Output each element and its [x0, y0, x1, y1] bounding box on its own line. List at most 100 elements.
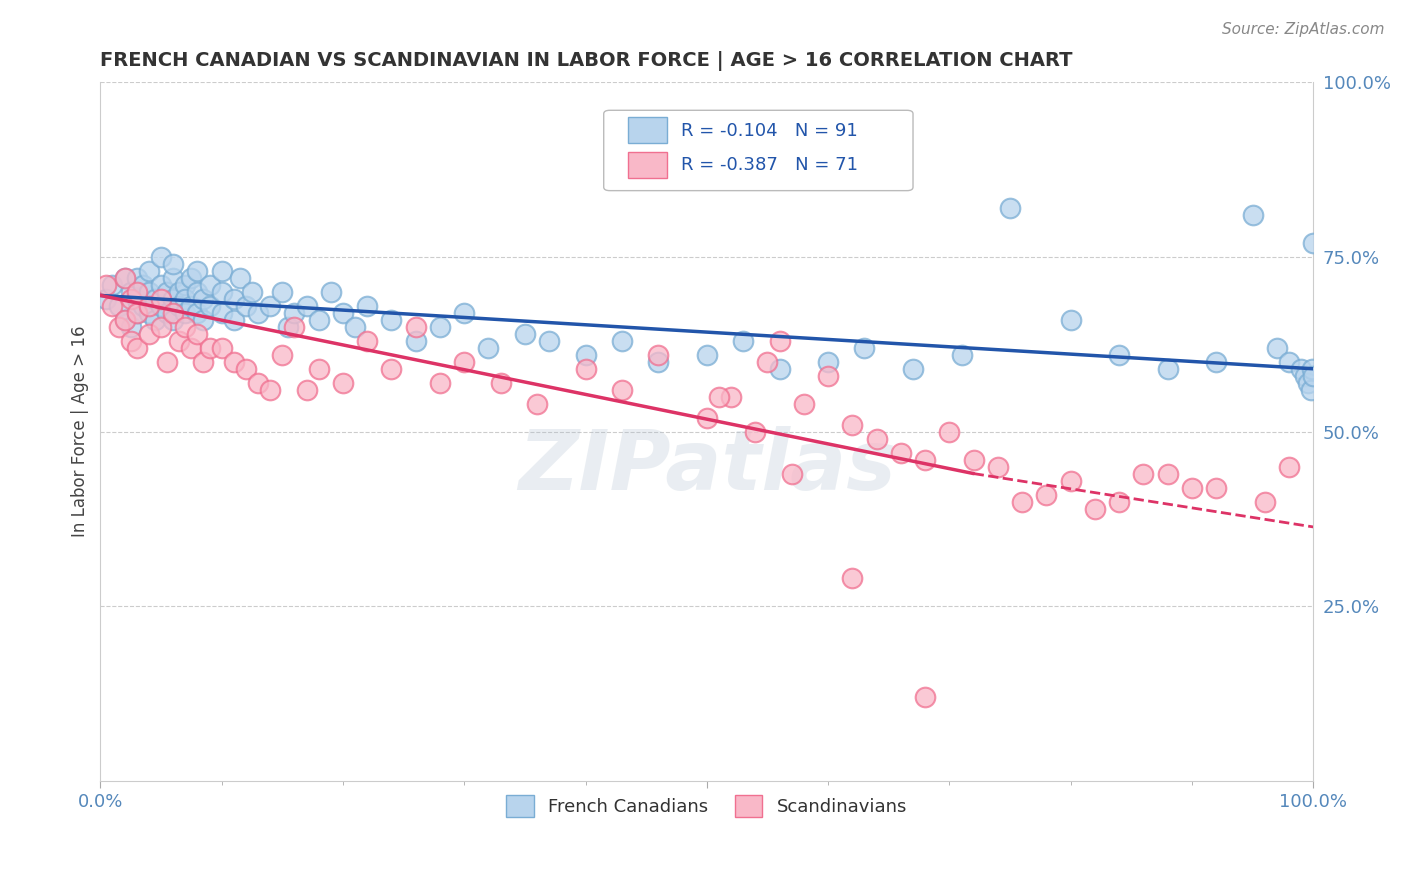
Point [198, 299, 221, 313]
Point [247, 306, 270, 320]
Point [1278, 459, 1301, 474]
Y-axis label: In Labor Force | Age > 16: In Labor Force | Age > 16 [72, 326, 89, 537]
Point [538, 334, 561, 348]
Point [733, 334, 755, 348]
Point [1294, 368, 1316, 383]
Point [453, 355, 475, 369]
Point [308, 361, 330, 376]
Point [107, 319, 129, 334]
Point [1060, 474, 1083, 488]
Point [914, 452, 936, 467]
Point [696, 410, 718, 425]
Point [756, 355, 779, 369]
Point [1205, 481, 1227, 495]
Point [610, 383, 633, 397]
Point [1108, 494, 1130, 508]
Point [167, 334, 190, 348]
Point [211, 306, 233, 320]
Point [101, 277, 124, 292]
Point [120, 292, 142, 306]
Point [938, 425, 960, 439]
Point [1108, 348, 1130, 362]
Point [1299, 383, 1322, 397]
Point [610, 334, 633, 348]
Point [125, 285, 148, 299]
Point [180, 341, 202, 355]
Point [96, 277, 118, 292]
Point [489, 376, 512, 390]
Point [477, 341, 499, 355]
Point [198, 341, 221, 355]
Point [890, 445, 912, 459]
Point [132, 299, 155, 313]
Point [841, 571, 863, 585]
Point [817, 368, 839, 383]
Point [150, 319, 173, 334]
Point [283, 306, 305, 320]
Point [841, 417, 863, 432]
Point [793, 397, 815, 411]
Point [319, 285, 342, 299]
Point [987, 459, 1010, 474]
Point [198, 277, 221, 292]
Point [174, 277, 197, 292]
Point [332, 376, 354, 390]
Point [143, 292, 166, 306]
Text: FRENCH CANADIAN VS SCANDINAVIAN IN LABOR FORCE | AGE > 16 CORRELATION CHART: FRENCH CANADIAN VS SCANDINAVIAN IN LABOR… [100, 51, 1073, 70]
Point [429, 376, 451, 390]
Point [295, 299, 318, 313]
Point [174, 292, 197, 306]
Point [235, 299, 257, 313]
Point [1289, 361, 1312, 376]
Point [132, 277, 155, 292]
Point [138, 264, 160, 278]
Point [271, 348, 294, 362]
Point [186, 264, 208, 278]
Point [138, 306, 160, 320]
Point [513, 326, 536, 341]
Point [647, 348, 669, 362]
Point [901, 361, 924, 376]
Point [125, 271, 148, 285]
Point [707, 390, 730, 404]
Point [914, 690, 936, 705]
Point [150, 250, 173, 264]
Point [696, 348, 718, 362]
Point [138, 326, 160, 341]
Point [277, 319, 299, 334]
Legend: French Canadians, Scandinavians: French Canadians, Scandinavians [499, 788, 914, 824]
Point [574, 361, 596, 376]
Point [114, 271, 136, 285]
Point [259, 299, 281, 313]
Point [1181, 481, 1204, 495]
Point [1265, 341, 1288, 355]
Text: Source: ZipAtlas.com: Source: ZipAtlas.com [1222, 22, 1385, 37]
Text: ZIPatlas: ZIPatlas [517, 426, 896, 508]
Point [283, 319, 305, 334]
Point [193, 313, 215, 327]
Point [429, 319, 451, 334]
Point [222, 292, 245, 306]
Point [193, 292, 215, 306]
Point [167, 285, 190, 299]
Point [114, 271, 136, 285]
Point [125, 306, 148, 320]
Point [1254, 494, 1277, 508]
Point [405, 319, 427, 334]
Point [356, 299, 378, 313]
Point [114, 313, 136, 327]
Point [768, 361, 790, 376]
Point [143, 313, 166, 327]
Point [1302, 235, 1324, 250]
Point [240, 285, 263, 299]
Point [647, 355, 669, 369]
Point [101, 299, 124, 313]
Point [162, 257, 184, 271]
Point [1060, 313, 1083, 327]
Point [107, 299, 129, 313]
Point [180, 299, 202, 313]
Point [780, 467, 803, 481]
Point [186, 326, 208, 341]
Point [259, 383, 281, 397]
Point [138, 299, 160, 313]
